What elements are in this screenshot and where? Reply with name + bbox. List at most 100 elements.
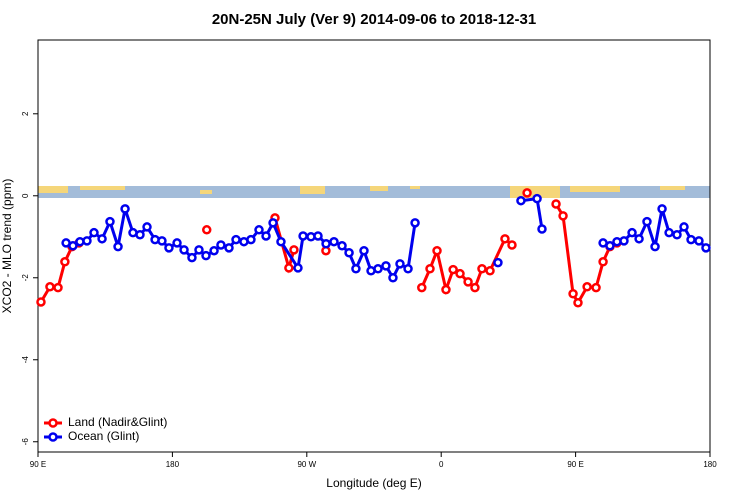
data-point	[359, 245, 369, 256]
data-point	[493, 257, 503, 268]
data-point	[432, 245, 442, 256]
x-tick-label: 90 E	[30, 460, 46, 469]
y-tick-label: 2	[21, 111, 30, 116]
data-point	[485, 266, 495, 276]
data-point	[97, 234, 107, 244]
data-point	[537, 224, 547, 234]
chart-title: 20N-25N July (Ver 9) 2014-09-06 to 2018-…	[212, 11, 536, 28]
data-point	[679, 222, 689, 232]
data-point	[120, 204, 130, 214]
data-point	[329, 236, 339, 247]
x-tick-label: 180	[166, 460, 180, 469]
data-point	[516, 195, 526, 206]
data-point	[337, 241, 347, 251]
data-point	[36, 297, 46, 307]
x-tick-label: 0	[439, 460, 444, 469]
data-point	[551, 199, 561, 209]
data-point	[60, 257, 70, 267]
legend-label: Ocean (Glint)	[68, 429, 139, 443]
data-point	[351, 264, 361, 274]
data-point	[289, 245, 299, 255]
legend-label: Land (Nadir&Glint)	[68, 415, 167, 429]
data-point	[344, 248, 354, 258]
data-point	[507, 240, 517, 250]
data-point	[321, 238, 331, 249]
data-point	[216, 240, 226, 250]
data-point	[448, 264, 458, 275]
data-point	[598, 257, 608, 267]
data-point	[105, 216, 115, 227]
data-point	[634, 234, 644, 244]
data-point	[179, 245, 189, 255]
y-tick-label: 0	[21, 193, 30, 198]
data-point	[201, 250, 211, 261]
data-point	[477, 264, 487, 274]
data-point	[522, 188, 532, 198]
data-point	[582, 282, 592, 292]
data-point	[701, 243, 711, 253]
data-point	[410, 218, 420, 228]
data-point	[142, 222, 152, 232]
data-point	[82, 236, 92, 246]
data-point	[164, 243, 174, 253]
data-point	[664, 227, 674, 238]
data-point	[231, 234, 241, 245]
data-point	[68, 241, 78, 251]
data-point	[53, 282, 63, 293]
data-point	[172, 238, 182, 248]
data-point	[45, 282, 55, 292]
map-strip	[38, 186, 710, 198]
data-point	[627, 227, 637, 238]
data-point	[573, 298, 583, 308]
data-point	[532, 193, 542, 204]
data-point	[246, 234, 256, 245]
data-point	[254, 225, 264, 235]
data-point	[500, 234, 510, 244]
data-point	[650, 241, 660, 252]
data-point	[187, 252, 197, 263]
data-point	[381, 261, 391, 271]
legend-marker	[48, 432, 58, 442]
data-point	[686, 234, 696, 245]
data-point	[298, 231, 308, 241]
data-point	[470, 282, 480, 293]
data-point	[209, 245, 219, 256]
data-point	[568, 289, 578, 299]
data-point	[642, 216, 652, 227]
data-point	[591, 282, 601, 293]
data-point	[455, 268, 465, 279]
data-point	[135, 229, 145, 240]
data-point	[276, 236, 286, 247]
data-point	[373, 264, 383, 274]
legend	[40, 412, 190, 448]
y-tick-label: -2	[21, 274, 30, 282]
data-point	[201, 225, 212, 235]
data-point	[113, 241, 123, 252]
x-tick-label: 90 E	[567, 460, 583, 469]
data-point	[268, 218, 278, 228]
y-tick-label: -4	[21, 356, 30, 364]
data-point	[224, 243, 234, 253]
data-point	[558, 211, 568, 221]
data-point	[694, 236, 704, 246]
data-point	[395, 259, 405, 269]
data-point	[463, 277, 473, 287]
data-point	[194, 245, 204, 255]
x-tick-label: 180	[703, 460, 717, 469]
y-tick-label: -6	[21, 438, 30, 446]
y-axis-label: XCO2 - MLO trend (ppm)	[0, 179, 14, 314]
x-axis-label: Longitude (deg E)	[326, 476, 421, 490]
data-point	[425, 264, 435, 274]
data-point	[441, 284, 451, 295]
data-point	[672, 229, 682, 240]
data-point	[417, 282, 427, 293]
data-point	[605, 241, 615, 251]
data-point	[388, 273, 398, 283]
x-tick-label: 90 W	[297, 460, 316, 469]
legend-marker	[48, 418, 58, 428]
data-point	[261, 231, 271, 241]
data-point	[293, 263, 303, 273]
data-point	[657, 204, 667, 214]
series-line	[39, 241, 80, 303]
